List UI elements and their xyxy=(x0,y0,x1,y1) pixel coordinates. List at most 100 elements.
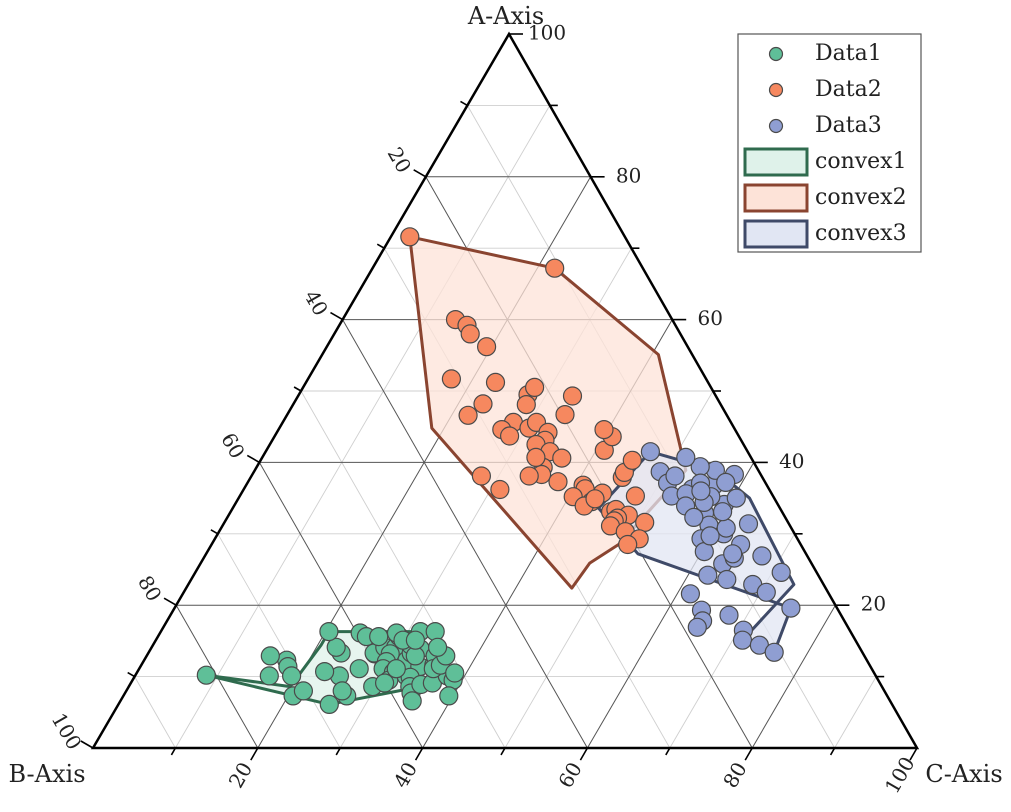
tick-b-20 xyxy=(413,169,427,178)
data1-point-59 xyxy=(439,686,459,706)
data2-point-45 xyxy=(622,450,642,470)
legend-label-data2: Data2 xyxy=(815,77,882,102)
data2-point-13 xyxy=(500,426,520,446)
legend-label-convex2: convex2 xyxy=(815,185,907,210)
data1-point-5 xyxy=(260,646,280,666)
tick-label-c-80: 80 xyxy=(718,758,752,792)
a-axis-title: A-Axis xyxy=(467,2,544,30)
legend-box xyxy=(737,33,922,253)
tick-c-90 xyxy=(829,747,836,756)
tick-b-90 xyxy=(127,671,136,678)
data2-point-6 xyxy=(441,369,461,389)
tick-c-70 xyxy=(665,747,671,756)
gridline-b-50 xyxy=(300,390,506,749)
data2-point-55 xyxy=(519,466,539,486)
data1-point-14 xyxy=(332,681,352,701)
gridline-c-90 xyxy=(834,676,877,749)
data2-point-51 xyxy=(524,377,545,397)
legend-label-data3: Data3 xyxy=(815,113,882,138)
data2-point-4 xyxy=(460,324,480,344)
legend-swatch-convex1 xyxy=(743,147,809,177)
data1-point-62 xyxy=(445,663,465,683)
tick-label-c-60: 60 xyxy=(553,758,587,792)
tick-b-10 xyxy=(460,100,468,107)
data2-point-8 xyxy=(458,405,478,425)
tick-label-c-100: 100 xyxy=(880,752,920,797)
tick-label-a-40: 40 xyxy=(779,449,804,473)
data2-point-21 xyxy=(552,448,572,468)
data-points xyxy=(196,227,801,715)
tick-b-70 xyxy=(210,529,219,535)
data3-point-40 xyxy=(717,569,737,590)
data2-point-54 xyxy=(471,466,491,486)
data1-point-10 xyxy=(319,694,339,715)
data2-point-41 xyxy=(618,534,638,555)
data2-point-15 xyxy=(516,395,536,415)
legend-entry-convex1: convex1 xyxy=(743,147,907,177)
data1-point-15 xyxy=(349,659,369,679)
data3-point-41 xyxy=(756,582,776,602)
data1-point-61 xyxy=(428,637,448,657)
legend: Data1 Data2 Data3 convex1 convex2 convex3 xyxy=(737,33,922,253)
data3-point-48 xyxy=(665,466,685,486)
data3-point-24 xyxy=(771,562,791,583)
data3-point-28 xyxy=(738,514,759,534)
tick-c-60 xyxy=(579,747,589,761)
data1-point-18 xyxy=(319,621,339,642)
data1-point-55 xyxy=(425,621,445,642)
data2-point-53 xyxy=(490,479,510,500)
data1-point-63 xyxy=(386,659,406,679)
data1-point-56 xyxy=(369,626,389,647)
tick-c-10 xyxy=(170,747,177,756)
legend-label-convex3: convex3 xyxy=(815,221,907,246)
data3-point-37 xyxy=(716,518,736,538)
data2-point-1 xyxy=(545,258,565,278)
tick-b-60 xyxy=(246,454,260,464)
data2-point-42 xyxy=(625,486,646,506)
data3-point-12 xyxy=(698,565,718,585)
legend-entry-convex2: convex2 xyxy=(743,183,907,213)
legend-swatch-convex2 xyxy=(743,183,809,213)
gridline-b-40 xyxy=(342,319,588,749)
legend-marker-data3 xyxy=(768,118,784,134)
data2-point-7 xyxy=(485,372,506,392)
tick-c-30 xyxy=(335,747,341,756)
data2-point-9 xyxy=(473,394,493,414)
gridline-b-60 xyxy=(258,462,424,749)
tick-marks xyxy=(80,33,918,761)
tick-c-40 xyxy=(414,747,424,761)
data3-point-13 xyxy=(680,584,701,604)
data1-point-2 xyxy=(326,637,346,657)
tick-label-a-80: 80 xyxy=(616,163,641,187)
legend-entry-data1: Data1 xyxy=(768,41,882,66)
data2-point-52 xyxy=(526,447,546,467)
data3-point-35 xyxy=(716,472,736,492)
legend-entry-convex3: convex3 xyxy=(743,219,907,249)
gridline-c-10 xyxy=(175,105,551,749)
tick-label-b-80: 80 xyxy=(133,571,167,605)
data1-point-9 xyxy=(282,666,302,686)
tick-label-b-60: 60 xyxy=(216,429,250,463)
tick-label-c-40: 40 xyxy=(389,758,423,792)
tick-b-80 xyxy=(163,597,177,606)
data3-point-49 xyxy=(726,488,746,508)
legend-entry-data2: Data2 xyxy=(768,77,882,102)
data3-point-46 xyxy=(700,526,720,546)
tick-label-c-20: 20 xyxy=(224,758,258,792)
data1-point-7 xyxy=(293,681,313,701)
b-axis-title: B-Axis xyxy=(8,760,85,788)
data3-point-45 xyxy=(712,502,733,522)
c-axis-title: C-Axis xyxy=(925,760,1002,788)
tick-b-40 xyxy=(330,311,344,321)
tick-b-50 xyxy=(293,386,302,392)
data3-point-19 xyxy=(732,630,753,650)
data1-point-13 xyxy=(315,661,335,682)
data3-point-21 xyxy=(764,642,784,662)
tick-label-b-40: 40 xyxy=(299,286,333,320)
data1-point-0 xyxy=(196,665,216,685)
legend-label-data1: Data1 xyxy=(815,41,882,66)
data2-point-50 xyxy=(562,386,583,406)
data2-point-24 xyxy=(548,472,568,492)
data3-point-39 xyxy=(723,544,743,564)
